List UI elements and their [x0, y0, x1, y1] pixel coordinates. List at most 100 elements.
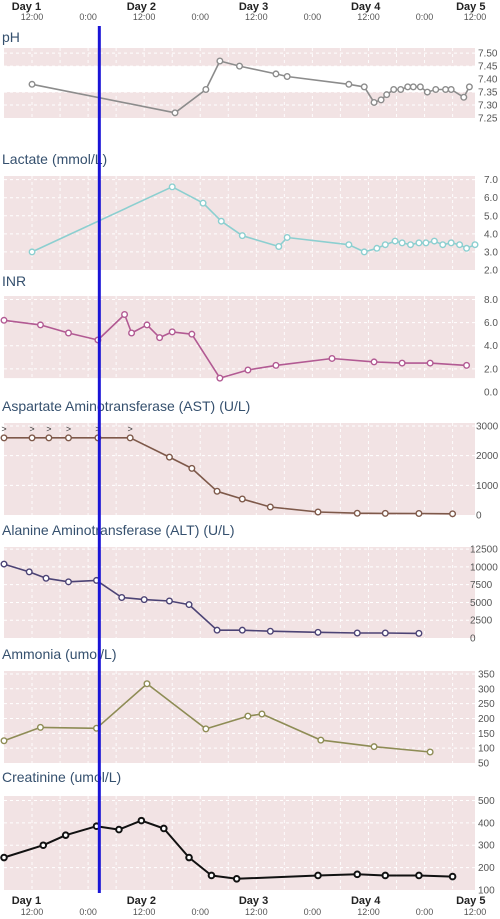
data-point [232, 875, 241, 883]
y-tick-label: 2000 [476, 451, 499, 462]
data-point [165, 597, 173, 605]
data-point [407, 241, 415, 249]
data-point [238, 626, 246, 634]
data-point [275, 242, 283, 250]
data-point [426, 748, 434, 756]
y-tick-label: 250 [478, 699, 495, 710]
data-point [463, 244, 471, 252]
top-axis-day-label: Day 2 [127, 1, 156, 13]
chart-title-unit: (umol/L) [70, 769, 121, 785]
data-point [398, 359, 406, 367]
data-point [370, 98, 378, 106]
data-point [442, 85, 450, 93]
data-point [28, 248, 36, 256]
abnormal-range-band [4, 176, 475, 270]
top-axis-time-tick: 0:00 [416, 12, 434, 22]
top-axis-time-tick: 12:00 [357, 12, 380, 22]
chart-panel-5: 350 300 250 200 150 100 50 Ammonia (umol/L) [0, 646, 495, 770]
data-point [36, 723, 44, 731]
data-point [235, 62, 243, 70]
y-tick-label: 7.40 [478, 75, 498, 86]
data-point [64, 434, 72, 442]
data-point [314, 871, 322, 880]
data-point [213, 626, 221, 634]
data-point [217, 217, 225, 225]
y-tick-label: 7.0 [484, 175, 498, 186]
series-line [3, 313, 467, 379]
data-point [448, 872, 457, 881]
y-tick-label: 7.30 [478, 101, 498, 112]
y-tick-label: 500 [478, 796, 495, 807]
chart-title: Alanine Aminotransferase (ALT) (U/L) [2, 522, 235, 538]
data-point [432, 85, 440, 93]
data-point [168, 183, 176, 191]
data-point [216, 57, 224, 65]
y-tick-label: 10000 [470, 562, 498, 573]
bottom-axis-day-label: Day 1 [12, 895, 41, 907]
above-limit-marker: > [1, 424, 6, 434]
data-point [416, 83, 424, 91]
chart-title: Ammonia (umol/L) [2, 646, 117, 662]
data-point [460, 93, 468, 101]
data-point [160, 824, 168, 833]
data-point [317, 736, 325, 744]
y-tick-label: 0.0 [484, 388, 498, 399]
data-point [415, 510, 423, 518]
data-point [115, 825, 123, 834]
data-point [213, 487, 221, 495]
y-tick-label: 0 [470, 634, 476, 645]
data-point [314, 628, 322, 636]
data-point [0, 316, 8, 324]
bottom-axis-time-tick: 0:00 [79, 907, 97, 917]
chart-panel-3: 3000 2000 1000 0 Aspartate Aminotransferase … [0, 398, 499, 522]
chart-title-unit: (U/L) [219, 398, 250, 414]
bottom-axis-time-tick: 12:00 [464, 907, 487, 917]
data-point [118, 593, 126, 601]
data-point [36, 321, 44, 329]
y-tick-label: 400 [478, 818, 495, 829]
y-tick-label: 7.45 [478, 62, 498, 73]
data-point [25, 568, 33, 576]
bottom-axis-time-tick: 12:00 [133, 907, 156, 917]
y-tick-label: 100 [478, 886, 495, 897]
data-point [272, 70, 280, 78]
above-limit-marker: > [128, 424, 133, 434]
bottom-axis-day-label: Day 4 [351, 895, 381, 907]
chart-panel-2: 8.0 6.0 4.0 2.0 0.0 INR [0, 273, 498, 399]
data-point [415, 239, 423, 247]
data-point [244, 712, 252, 720]
data-point [238, 495, 246, 503]
data-point [390, 85, 398, 93]
y-tick-label: 350 [478, 669, 495, 680]
y-tick-label: 7500 [470, 580, 493, 591]
abnormal-range-band [4, 547, 475, 638]
series-line [3, 563, 419, 635]
top-axis-time-tick: 12:00 [245, 12, 268, 22]
y-tick-label: 1000 [476, 481, 499, 492]
data-point [238, 232, 246, 240]
y-tick-label: 5.0 [484, 211, 498, 222]
data-point [0, 853, 8, 862]
data-point [397, 85, 405, 93]
y-tick-label: 3000 [476, 421, 499, 432]
y-tick-label: 200 [478, 714, 495, 725]
top-axis-time-tick: 0:00 [304, 12, 322, 22]
data-point [0, 737, 8, 745]
data-point [266, 627, 274, 635]
data-point [447, 239, 455, 247]
y-tick-label: 8.0 [484, 295, 498, 306]
data-point [143, 321, 151, 329]
data-point [415, 629, 423, 637]
bottom-axis-time-tick: 12:00 [245, 907, 268, 917]
data-point [456, 241, 464, 249]
data-point [404, 83, 412, 91]
data-point [28, 434, 36, 442]
chart-title-unit: (umol/L) [65, 646, 116, 662]
abnormal-range-band [4, 423, 475, 515]
chart-title: INR [2, 273, 26, 289]
data-point [283, 233, 291, 241]
y-tick-label: 7.35 [478, 88, 498, 99]
y-tick-label: 6.0 [484, 193, 498, 204]
chart-title: Aspartate Aminotransferase (AST) (U/L) [2, 398, 250, 414]
data-point [266, 503, 274, 511]
